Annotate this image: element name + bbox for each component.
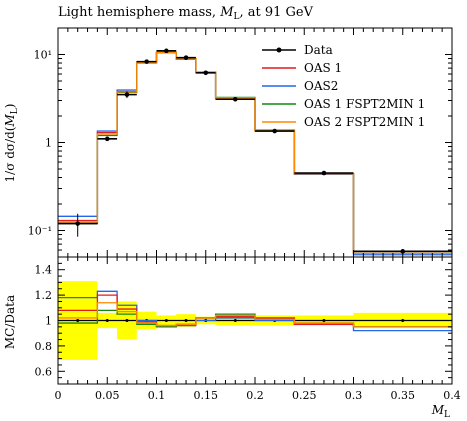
ratio-data-point — [76, 319, 80, 322]
x-tick-label: 0 — [55, 389, 62, 402]
chart-title: Light hemisphere mass, ML, at 91 GeV — [58, 5, 314, 22]
main-panel: 10⁻¹ 1 10¹ 1/σ dσ/d(ML) — [3, 27, 453, 258]
ratio-data-point — [164, 319, 168, 322]
main-y-ticks: 10⁻¹ 1 10¹ — [28, 27, 452, 258]
ratio-line-oas-2-fspt2min-1 — [58, 302, 452, 328]
ratio-data-point — [125, 319, 129, 322]
data-point — [321, 170, 327, 176]
data-point — [164, 48, 169, 54]
y-tick-label: 10¹ — [34, 48, 52, 61]
x-tick-label: 0.2 — [246, 389, 264, 402]
legend-label: OAS 1 FSPT2MIN 1 — [304, 97, 425, 111]
legend-label: OAS 1 — [304, 61, 342, 75]
data-point — [272, 128, 278, 134]
series-line-oas-1-fspt2min-1 — [58, 51, 452, 255]
data-point — [233, 96, 238, 102]
data-point — [104, 136, 110, 142]
ratio-panel: 0.6 0.8 1 1.2 1.4 0 0.05 0.1 0.15 0.2 0.25 0.3 0.35… — [3, 256, 461, 420]
main-x-ticks — [57, 28, 453, 257]
y-tick-label: 0.8 — [35, 340, 53, 353]
x-tick-label: 0.25 — [292, 389, 317, 402]
data-point — [75, 221, 80, 226]
series-line-oas-2-fspt2min-1 — [58, 51, 452, 255]
legend-marker — [276, 47, 282, 53]
ratio-y-ticks: 0.6 0.8 1 1.2 1.4 — [35, 256, 452, 385]
ratio-histograms — [58, 290, 452, 332]
data-point — [203, 70, 209, 76]
y-tick-label: 1.2 — [35, 289, 53, 302]
x-tick-label: 0.35 — [391, 389, 416, 402]
data-point — [144, 59, 149, 64]
main-y-axis-label: 1/σ dσ/d(ML) — [3, 104, 20, 183]
ratio-data-point — [105, 319, 109, 322]
legend-label: OAS2 — [304, 79, 338, 93]
ratio-data-point — [401, 319, 405, 322]
data-point — [183, 55, 189, 60]
y-tick-label: 1.4 — [35, 264, 53, 277]
ratio-data-point — [184, 319, 188, 322]
ratio-data-point — [322, 319, 326, 322]
data-point — [124, 92, 130, 97]
y-tick-label: 1 — [45, 315, 52, 328]
ratio-data-point — [233, 319, 237, 322]
legend-label: OAS 2 FSPT2MIN 1 — [304, 115, 425, 129]
x-tick-label: 0.3 — [345, 389, 363, 402]
main-frame — [57, 27, 453, 258]
x-tick-label: 0.05 — [95, 389, 120, 402]
main-data-points — [58, 48, 452, 254]
y-tick-label: 10⁻¹ — [28, 225, 52, 238]
x-axis-label: ML — [431, 403, 450, 420]
legend-label: Data — [304, 43, 333, 57]
x-tick-label: 0.15 — [194, 389, 219, 402]
x-tick-label: 0.4 — [443, 389, 461, 402]
series-line-oas2 — [58, 51, 452, 256]
y-tick-label: 0.6 — [35, 365, 53, 378]
y-tick-label: 1 — [45, 137, 52, 150]
x-tick-label: 0.1 — [148, 389, 166, 402]
main-histograms — [58, 51, 452, 256]
ratio-x-ticks: 0 0.05 0.1 0.15 0.2 0.25 0.3 0.35 0.4 — [55, 257, 461, 402]
ratio-y-axis-label: MC/Data — [3, 295, 17, 349]
legend: Data OAS 1 OAS2 OAS 1 FSPT2MIN 1 OAS 2 FSPT2… — [262, 43, 425, 129]
series-line-oas-1 — [58, 51, 452, 255]
